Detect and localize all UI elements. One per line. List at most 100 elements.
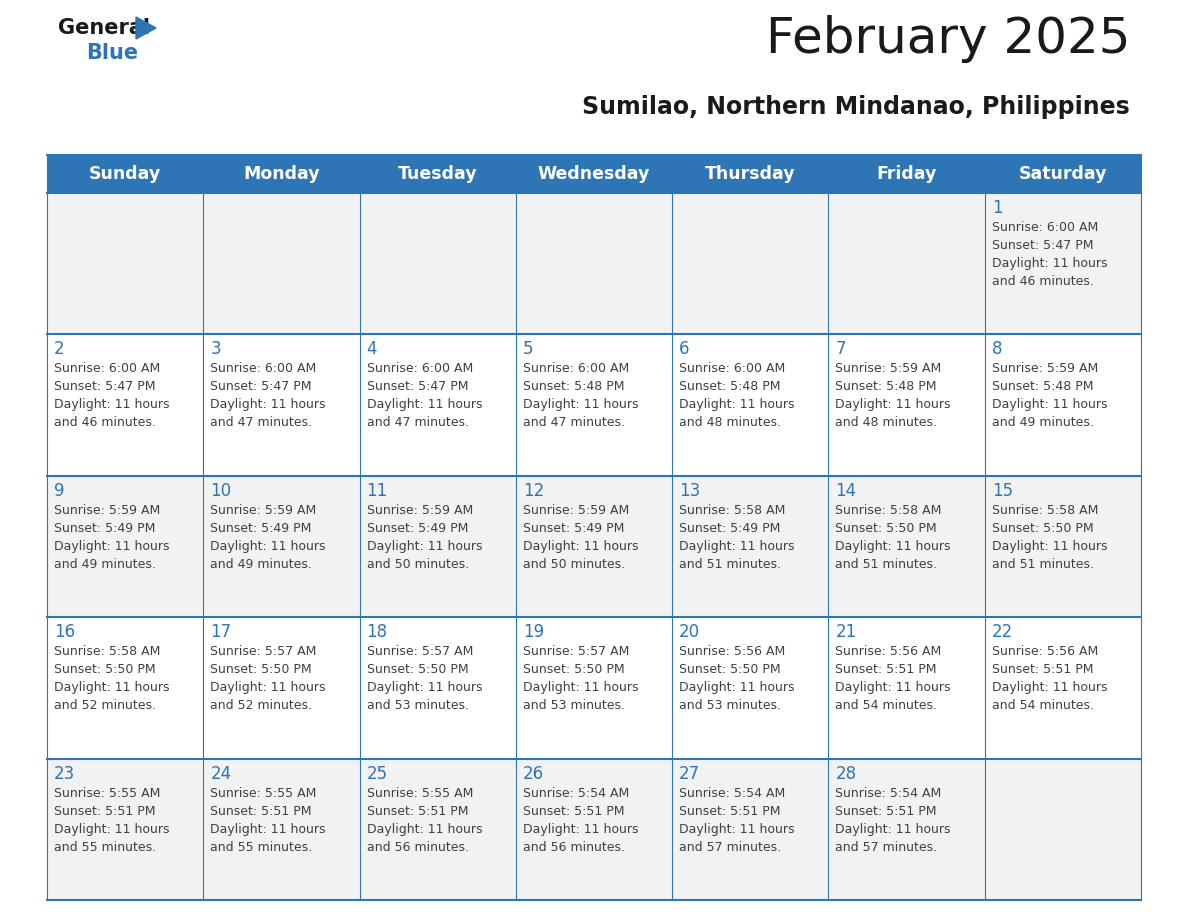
Bar — [828, 476, 985, 617]
Text: Sunrise: 5:58 AM: Sunrise: 5:58 AM — [835, 504, 942, 517]
Text: Daylight: 11 hours: Daylight: 11 hours — [210, 540, 326, 553]
Text: and 47 minutes.: and 47 minutes. — [523, 417, 625, 430]
Text: Daylight: 11 hours: Daylight: 11 hours — [680, 823, 795, 835]
Bar — [516, 193, 672, 334]
Text: and 50 minutes.: and 50 minutes. — [367, 558, 469, 571]
Polygon shape — [135, 17, 156, 39]
Text: and 49 minutes.: and 49 minutes. — [992, 417, 1094, 430]
Text: 4: 4 — [367, 341, 377, 358]
Text: Daylight: 11 hours: Daylight: 11 hours — [367, 823, 482, 835]
Text: Sunrise: 5:55 AM: Sunrise: 5:55 AM — [210, 787, 317, 800]
Text: Sunset: 5:51 PM: Sunset: 5:51 PM — [367, 804, 468, 818]
Text: Sunset: 5:48 PM: Sunset: 5:48 PM — [992, 380, 1093, 394]
Text: and 55 minutes.: and 55 minutes. — [210, 841, 312, 854]
Text: and 51 minutes.: and 51 minutes. — [835, 558, 937, 571]
Text: and 52 minutes.: and 52 minutes. — [210, 700, 312, 712]
Text: Daylight: 11 hours: Daylight: 11 hours — [680, 681, 795, 694]
Bar — [672, 617, 828, 758]
Text: 10: 10 — [210, 482, 232, 499]
Text: 13: 13 — [680, 482, 701, 499]
Bar — [48, 193, 203, 334]
Text: Monday: Monday — [244, 165, 320, 183]
Text: Sunrise: 6:00 AM: Sunrise: 6:00 AM — [53, 363, 160, 375]
Text: Daylight: 11 hours: Daylight: 11 hours — [367, 681, 482, 694]
Bar — [672, 758, 828, 900]
Text: Daylight: 11 hours: Daylight: 11 hours — [367, 398, 482, 411]
Text: Sunrise: 5:58 AM: Sunrise: 5:58 AM — [53, 645, 160, 658]
Text: and 46 minutes.: and 46 minutes. — [53, 417, 156, 430]
Text: Saturday: Saturday — [1018, 165, 1107, 183]
Text: and 57 minutes.: and 57 minutes. — [835, 841, 937, 854]
Bar — [828, 617, 985, 758]
Text: Sunset: 5:48 PM: Sunset: 5:48 PM — [835, 380, 937, 394]
Bar — [360, 476, 516, 617]
Text: Sunset: 5:49 PM: Sunset: 5:49 PM — [367, 521, 468, 535]
Text: 7: 7 — [835, 341, 846, 358]
Text: Sunset: 5:50 PM: Sunset: 5:50 PM — [367, 663, 468, 677]
Text: Daylight: 11 hours: Daylight: 11 hours — [835, 823, 950, 835]
Bar — [672, 334, 828, 476]
Text: Sunset: 5:50 PM: Sunset: 5:50 PM — [210, 663, 312, 677]
Text: Daylight: 11 hours: Daylight: 11 hours — [523, 823, 638, 835]
Text: 5: 5 — [523, 341, 533, 358]
Text: and 49 minutes.: and 49 minutes. — [210, 558, 312, 571]
Text: Daylight: 11 hours: Daylight: 11 hours — [992, 398, 1107, 411]
Text: and 57 minutes.: and 57 minutes. — [680, 841, 782, 854]
Text: Sunrise: 5:59 AM: Sunrise: 5:59 AM — [53, 504, 160, 517]
Text: Friday: Friday — [877, 165, 937, 183]
Text: 9: 9 — [53, 482, 64, 499]
Text: 14: 14 — [835, 482, 857, 499]
Text: Sunrise: 5:56 AM: Sunrise: 5:56 AM — [680, 645, 785, 658]
Bar — [48, 617, 203, 758]
Text: and 49 minutes.: and 49 minutes. — [53, 558, 156, 571]
Text: 25: 25 — [367, 765, 387, 783]
Text: Sunset: 5:50 PM: Sunset: 5:50 PM — [680, 663, 781, 677]
Bar — [985, 334, 1140, 476]
Text: 3: 3 — [210, 341, 221, 358]
Text: Sunset: 5:48 PM: Sunset: 5:48 PM — [523, 380, 625, 394]
Text: Sunset: 5:47 PM: Sunset: 5:47 PM — [367, 380, 468, 394]
Text: 28: 28 — [835, 765, 857, 783]
Text: Sunrise: 5:59 AM: Sunrise: 5:59 AM — [523, 504, 630, 517]
Text: and 51 minutes.: and 51 minutes. — [680, 558, 782, 571]
Bar — [516, 617, 672, 758]
Text: Sunset: 5:51 PM: Sunset: 5:51 PM — [835, 663, 937, 677]
Text: Sunrise: 5:58 AM: Sunrise: 5:58 AM — [992, 504, 1098, 517]
Text: Sunset: 5:49 PM: Sunset: 5:49 PM — [53, 521, 156, 535]
Text: and 54 minutes.: and 54 minutes. — [835, 700, 937, 712]
Text: and 52 minutes.: and 52 minutes. — [53, 700, 156, 712]
Text: Sunset: 5:50 PM: Sunset: 5:50 PM — [53, 663, 156, 677]
Text: Sunset: 5:51 PM: Sunset: 5:51 PM — [53, 804, 156, 818]
Text: Sunrise: 5:59 AM: Sunrise: 5:59 AM — [367, 504, 473, 517]
Text: Daylight: 11 hours: Daylight: 11 hours — [367, 540, 482, 553]
Text: 2: 2 — [53, 341, 64, 358]
Text: Daylight: 11 hours: Daylight: 11 hours — [835, 398, 950, 411]
Text: 19: 19 — [523, 623, 544, 641]
Text: 6: 6 — [680, 341, 690, 358]
Bar — [360, 193, 516, 334]
Text: Daylight: 11 hours: Daylight: 11 hours — [210, 823, 326, 835]
Text: and 50 minutes.: and 50 minutes. — [523, 558, 625, 571]
Text: Sunset: 5:48 PM: Sunset: 5:48 PM — [680, 380, 781, 394]
Text: 18: 18 — [367, 623, 387, 641]
Text: 26: 26 — [523, 765, 544, 783]
Text: and 53 minutes.: and 53 minutes. — [680, 700, 782, 712]
Text: and 56 minutes.: and 56 minutes. — [523, 841, 625, 854]
Bar — [985, 617, 1140, 758]
Text: Daylight: 11 hours: Daylight: 11 hours — [523, 540, 638, 553]
Text: Sunrise: 5:57 AM: Sunrise: 5:57 AM — [367, 645, 473, 658]
Text: 12: 12 — [523, 482, 544, 499]
Bar — [48, 155, 1140, 193]
Text: Sunset: 5:50 PM: Sunset: 5:50 PM — [523, 663, 625, 677]
Text: and 56 minutes.: and 56 minutes. — [367, 841, 468, 854]
Text: Daylight: 11 hours: Daylight: 11 hours — [53, 398, 170, 411]
Bar — [985, 193, 1140, 334]
Text: Sunday: Sunday — [89, 165, 162, 183]
Text: and 54 minutes.: and 54 minutes. — [992, 700, 1094, 712]
Text: Sunrise: 5:57 AM: Sunrise: 5:57 AM — [210, 645, 317, 658]
Text: Sunset: 5:47 PM: Sunset: 5:47 PM — [992, 239, 1093, 252]
Text: 11: 11 — [367, 482, 387, 499]
Text: 23: 23 — [53, 765, 75, 783]
Text: Sunrise: 5:59 AM: Sunrise: 5:59 AM — [992, 363, 1098, 375]
Text: Daylight: 11 hours: Daylight: 11 hours — [835, 681, 950, 694]
